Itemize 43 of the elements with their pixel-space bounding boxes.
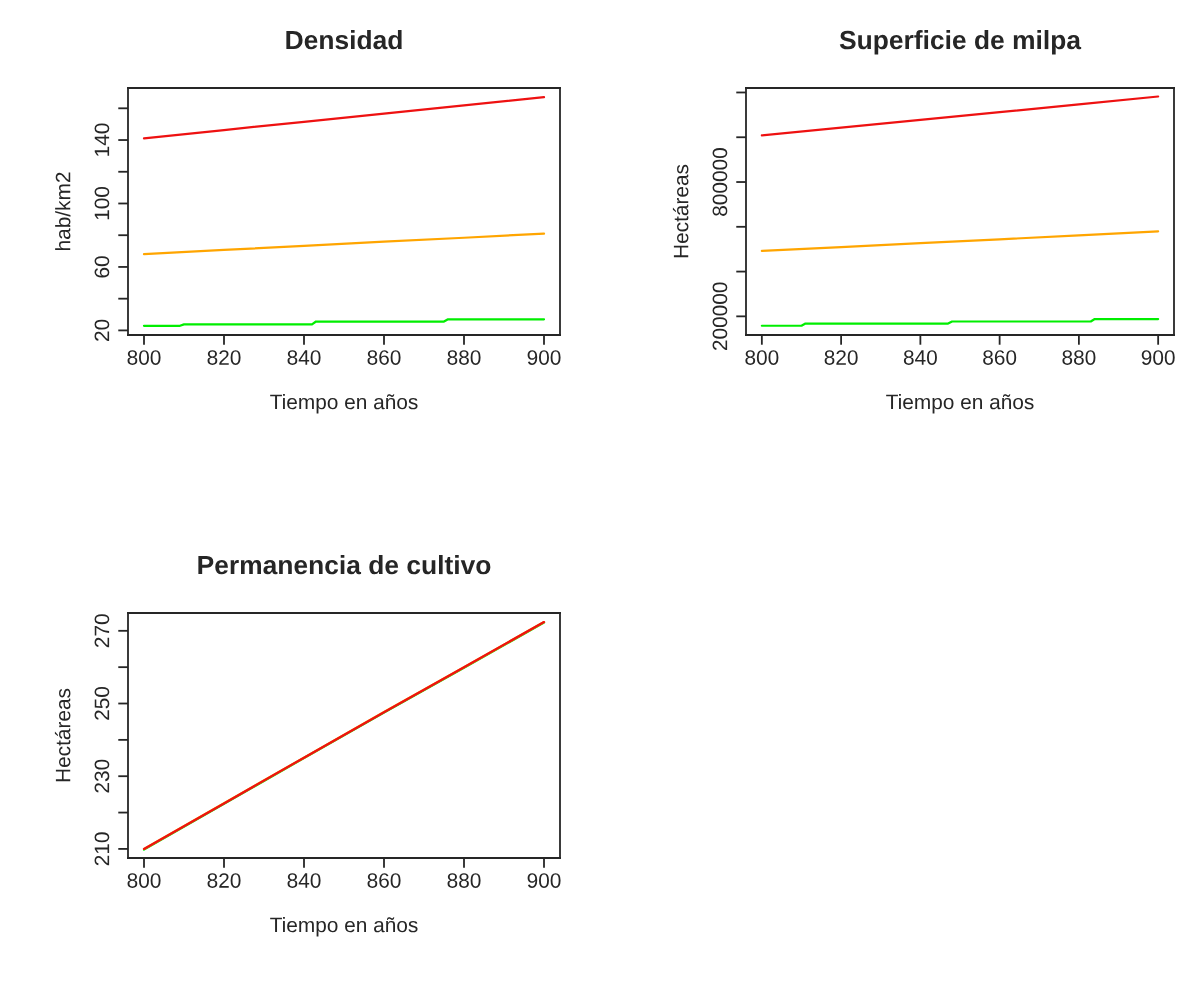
- y-tick-label: 60: [94, 256, 110, 278]
- x-axis-title: Tiempo en años: [270, 394, 418, 414]
- chart-title: Permanencia de cultivo: [198, 554, 491, 575]
- y-tick-label: 200000: [712, 282, 728, 351]
- x-tick-label: 800: [745, 350, 779, 365]
- y-axis-title: Hectáreas: [54, 688, 71, 782]
- y-axis-title: Hectáreas: [672, 164, 689, 258]
- line-series: [142, 318, 546, 327]
- line-series: [760, 230, 1160, 253]
- y-axis-title: hab/km2: [55, 172, 71, 250]
- y-tick-label: 140: [94, 123, 110, 156]
- x-tick-label: 880: [1062, 350, 1096, 365]
- x-tick-label: 840: [287, 350, 321, 365]
- line-series: [142, 232, 546, 256]
- line-series: [142, 96, 546, 140]
- x-tick-label: 820: [207, 350, 241, 365]
- x-tick-label: 820: [207, 873, 241, 888]
- line-series: [760, 95, 1160, 137]
- x-tick-label: 840: [903, 350, 937, 365]
- x-tick-label: 900: [527, 873, 561, 888]
- x-tick-label: 800: [127, 873, 161, 888]
- x-tick-label: 800: [127, 350, 161, 365]
- x-tick-label: 900: [1141, 350, 1175, 365]
- x-tick-label: 840: [287, 873, 321, 888]
- x-tick-label: 860: [367, 350, 401, 365]
- chart-title: Superficie de milpa: [839, 29, 1082, 55]
- y-tick-label: 800000: [712, 148, 728, 216]
- y-tick-label: 20: [94, 319, 110, 341]
- y-tick-label: 100: [94, 186, 110, 220]
- x-tick-label: 860: [367, 873, 401, 888]
- y-tick-label: 210: [94, 832, 110, 866]
- y-tick-label: 250: [94, 686, 110, 720]
- y-tick-label: 270: [94, 614, 110, 648]
- x-tick-label: 880: [447, 873, 481, 888]
- x-axis-title: Tiempo en años: [270, 917, 418, 937]
- x-tick-label: 820: [824, 350, 858, 365]
- x-tick-label: 880: [447, 350, 481, 365]
- y-tick-label: 230: [94, 759, 110, 793]
- line-series: [760, 317, 1160, 327]
- x-tick-label: 860: [983, 350, 1017, 365]
- x-tick-label: 900: [527, 350, 561, 365]
- x-axis-title: Tiempo en años: [886, 394, 1034, 414]
- chart-title: Densidad: [286, 29, 402, 50]
